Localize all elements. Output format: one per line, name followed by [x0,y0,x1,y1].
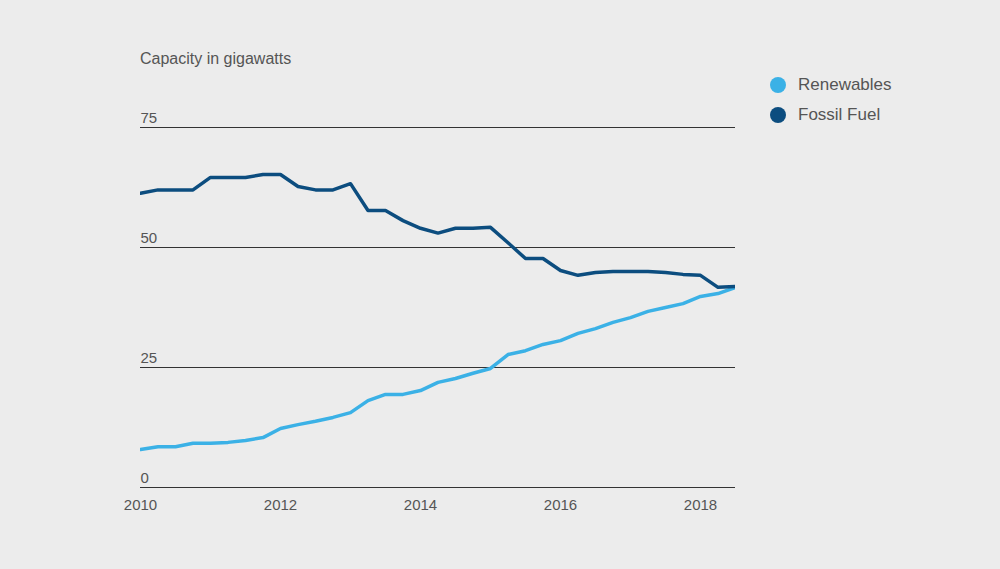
svg-text:2014: 2014 [404,496,437,513]
html-text:Capacity in gigawatts: Capacity in gigawatts [140,50,292,67]
svg-text:0: 0 [141,469,149,486]
svg-text:25: 25 [141,349,158,366]
svg-text:2012: 2012 [264,496,297,513]
svg-text:2018: 2018 [684,496,717,513]
svg-text:2010: 2010 [124,496,157,513]
html-text:Renewables: Renewables [798,75,892,94]
svg-text:50: 50 [141,229,158,246]
svg-text:2016: 2016 [544,496,577,513]
html-text:Fossil Fuel: Fossil Fuel [798,105,881,124]
svg-text:75: 75 [141,109,158,126]
